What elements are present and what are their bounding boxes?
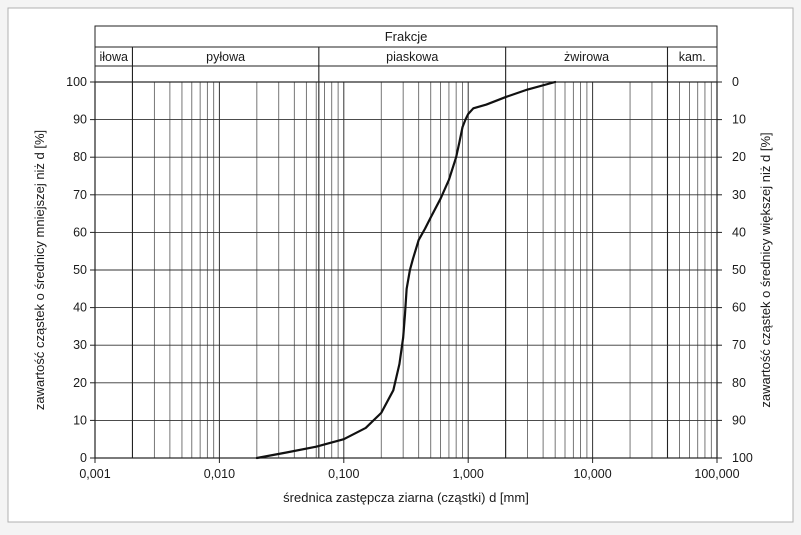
chart-background <box>8 8 793 522</box>
y-tick-label-right: 50 <box>732 263 746 277</box>
y-tick-label-left: 100 <box>66 75 87 89</box>
y-tick-label-right: 20 <box>732 150 746 164</box>
y-tick-label-right: 30 <box>732 188 746 202</box>
y-tick-label-left: 90 <box>73 113 87 127</box>
x-tick-label: 1,000 <box>453 467 484 481</box>
x-tick-label: 100,000 <box>694 467 739 481</box>
y-tick-label-right: 10 <box>732 113 746 127</box>
x-axis-label: średnica zastępcza ziarna (cząstki) d [m… <box>283 490 529 505</box>
y-tick-label-right: 90 <box>732 413 746 427</box>
y-tick-label-left: 0 <box>80 451 87 465</box>
fraction-label: kam. <box>679 50 706 64</box>
y-tick-label-right: 80 <box>732 376 746 390</box>
y-tick-label-right: 70 <box>732 338 746 352</box>
y-axis-left-label: zawartość cząstek o średnicy mniejszej n… <box>32 130 47 410</box>
fraction-label: pyłowa <box>206 50 245 64</box>
y-tick-label-left: 80 <box>73 150 87 164</box>
x-tick-label: 0,010 <box>204 467 235 481</box>
y-tick-label-left: 60 <box>73 225 87 239</box>
y-tick-label-left: 20 <box>73 376 87 390</box>
fraction-label: iłowa <box>99 50 128 64</box>
x-tick-label: 10,000 <box>573 467 611 481</box>
y-tick-label-right: 0 <box>732 75 739 89</box>
x-tick-label: 0,100 <box>328 467 359 481</box>
y-tick-label-right: 40 <box>732 225 746 239</box>
fraction-label: piaskowa <box>386 50 438 64</box>
y-tick-label-left: 50 <box>73 263 87 277</box>
y-tick-label-left: 30 <box>73 338 87 352</box>
y-tick-label-left: 10 <box>73 413 87 427</box>
y-tick-label-right: 100 <box>732 451 753 465</box>
y-tick-label-right: 60 <box>732 301 746 315</box>
fraction-label: żwirowa <box>564 50 609 64</box>
y-axis-right-label: zawartość cząstek o średnicy większej ni… <box>758 132 773 407</box>
x-tick-label: 0,001 <box>79 467 110 481</box>
y-tick-label-left: 70 <box>73 188 87 202</box>
y-tick-label-left: 40 <box>73 301 87 315</box>
header-title: Frakcje <box>385 29 428 44</box>
